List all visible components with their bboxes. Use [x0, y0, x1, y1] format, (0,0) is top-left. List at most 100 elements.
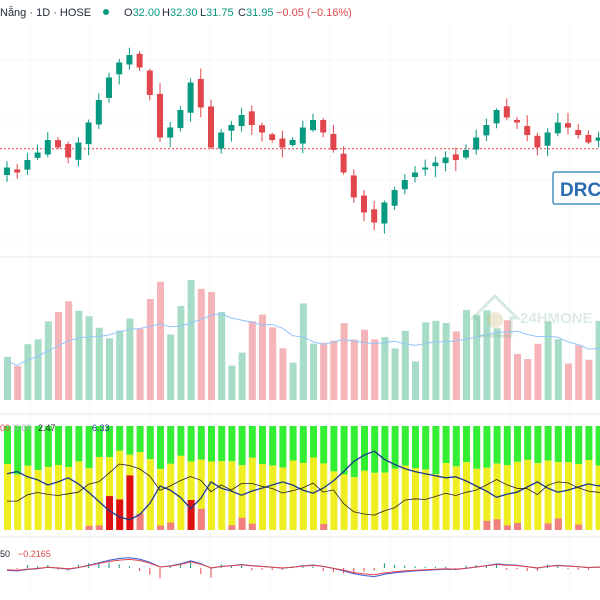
- indicator-values: 00 0.00 2.47 6.33: [0, 423, 110, 433]
- indicator-bar-yellow: [279, 467, 287, 530]
- ohlc-close-label: C: [238, 7, 246, 19]
- indicator-bar-red: [514, 522, 521, 530]
- svg-text:H32.30: H32.30: [162, 7, 197, 19]
- candle-body: [299, 127, 306, 144]
- macd-value-1: 50: [0, 549, 10, 559]
- candle-body: [412, 172, 418, 177]
- volume-bar: [248, 321, 256, 400]
- indicator-pane: 00 0.00 2.47 6.33: [0, 423, 600, 530]
- indicator-bar-yellow: [585, 460, 593, 530]
- indicator-bar-yellow: [34, 470, 42, 530]
- candle-body: [361, 195, 367, 213]
- indicator-bar-green: [310, 426, 317, 458]
- indicator-bar-yellow: [452, 466, 460, 530]
- indicator-bar-red: [228, 525, 236, 530]
- candle-body: [371, 209, 378, 223]
- candle-body: [534, 135, 541, 148]
- indicator-bar-yellow: [432, 474, 440, 530]
- volume-bar: [126, 318, 134, 400]
- volume-bar: [544, 321, 552, 400]
- chart-title: Nẵng · 1D · HOSE: [0, 6, 91, 19]
- ohlc-change: −0.05 (−0.16%): [276, 7, 352, 19]
- volume-bar: [279, 348, 287, 400]
- house-icon: [469, 293, 521, 338]
- indicator-bar-green: [503, 426, 511, 466]
- indicator-line-navy: [6, 450, 600, 521]
- indicator-bar-green: [65, 426, 73, 468]
- candle-body: [197, 78, 204, 108]
- indicator-bar-yellow: [381, 472, 389, 530]
- indicator-bar-yellow: [544, 460, 552, 530]
- candles: [4, 47, 600, 234]
- candle-body: [228, 125, 235, 131]
- indicator-bar-red: [187, 499, 195, 530]
- indicator-bar-yellow: [248, 457, 256, 530]
- indicator-bar-green: [554, 426, 562, 463]
- candle-body: [269, 134, 276, 140]
- volume-bar: [146, 298, 154, 400]
- candle-body: [259, 125, 265, 133]
- volume-bar: [310, 343, 317, 400]
- indicator-bar-yellow: [218, 461, 226, 530]
- indicator-value-3: 2.47: [38, 423, 56, 433]
- indicator-bar-green: [514, 426, 521, 462]
- volume-bar: [401, 330, 409, 400]
- candle-body: [136, 53, 143, 68]
- candle-body: [401, 180, 408, 190]
- indicator-bar-yellow: [157, 468, 164, 530]
- indicator-bar-yellow: [44, 466, 52, 530]
- volume-bar: [452, 331, 460, 400]
- indicator-bar-red: [197, 508, 205, 530]
- volume-bar: [218, 312, 226, 400]
- candle-body: [75, 142, 82, 160]
- candle-body: [187, 82, 194, 113]
- volume-bar: [85, 316, 93, 400]
- indicator-bar-red: [126, 475, 134, 530]
- ohlc-low: 31.75: [206, 7, 234, 19]
- volume-bar: [4, 356, 11, 400]
- candle-body: [452, 154, 459, 160]
- indicator-bar-red: [544, 523, 552, 530]
- volume-bar: [106, 338, 113, 400]
- candle-body: [177, 110, 184, 128]
- indicator-bar-yellow: [310, 457, 317, 530]
- indicator-bar-yellow: [595, 465, 600, 530]
- ohlc-low-label: L: [200, 7, 206, 19]
- svg-text:L31.75: L31.75: [200, 7, 234, 19]
- symbol-badge[interactable]: DRC: [552, 171, 600, 205]
- candle-body: [157, 93, 163, 138]
- candle-body: [238, 115, 245, 127]
- indicator-bar-yellow: [116, 450, 124, 530]
- svg-text:C31.95: C31.95: [238, 7, 273, 19]
- volume-bar: [320, 342, 328, 400]
- indicator-value-2: 0.00: [14, 423, 32, 433]
- indicator-bar-yellow: [524, 459, 532, 530]
- volume-bar: [34, 339, 42, 400]
- indicator-bar-yellow: [228, 461, 236, 530]
- indicator-bar-yellow: [473, 468, 481, 530]
- indicator-bar-green: [167, 426, 175, 464]
- indicator-bar-green: [238, 426, 246, 466]
- indicator-bar-green: [218, 426, 226, 462]
- candle-body: [44, 140, 51, 155]
- indicator-bar-yellow: [106, 457, 113, 530]
- indicator-bar-yellow: [422, 469, 430, 530]
- volume-pane: [4, 280, 600, 400]
- indicator-bar-red: [575, 524, 583, 530]
- volume-bar: [167, 334, 175, 400]
- indicator-bar-green: [116, 426, 124, 451]
- indicator-bar-red: [248, 523, 256, 530]
- candle-body: [350, 175, 357, 198]
- volume-bar: [524, 359, 532, 400]
- indicator-bar-green: [146, 426, 154, 460]
- ohlc-high: 32.30: [170, 7, 198, 19]
- indicator-bar-green: [55, 426, 62, 466]
- indicator-bar-yellow: [85, 468, 93, 530]
- indicator-bar-red: [157, 525, 164, 530]
- volume-bar: [391, 348, 399, 400]
- indicator-bar-green: [452, 426, 460, 467]
- indicator-bar-yellow: [24, 465, 32, 530]
- volume-bar: [136, 328, 144, 400]
- volume-bar: [412, 361, 419, 400]
- volume-bars: [4, 280, 600, 400]
